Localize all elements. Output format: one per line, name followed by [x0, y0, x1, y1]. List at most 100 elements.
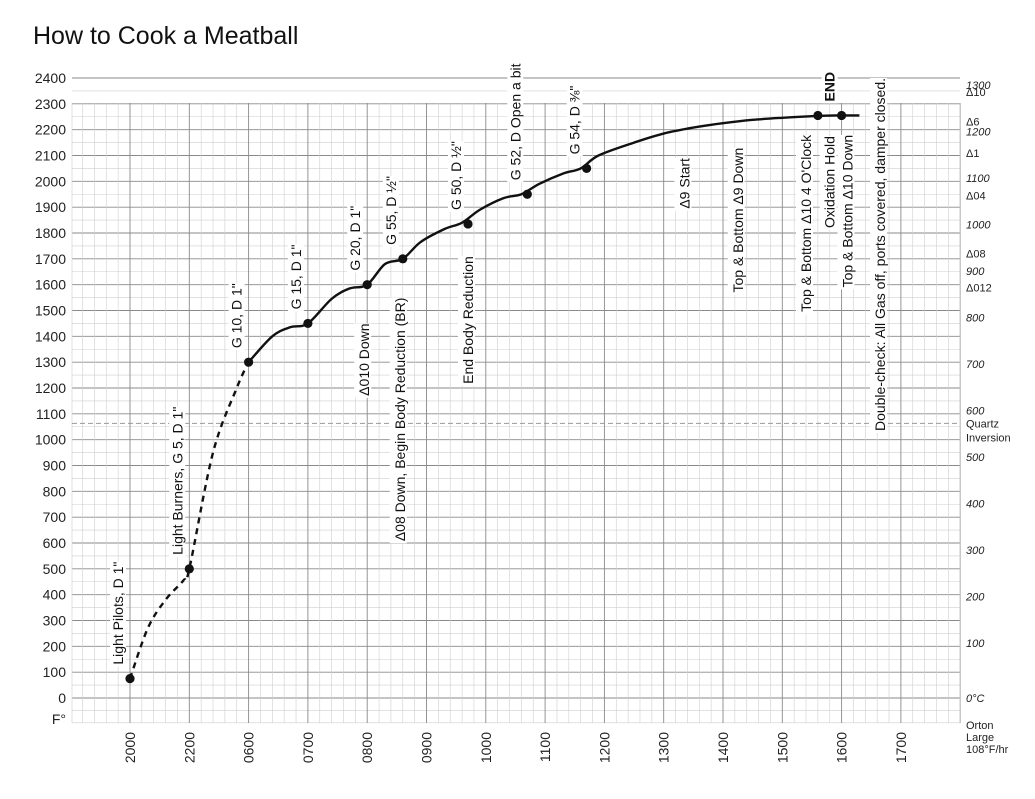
point-label-bg	[169, 406, 186, 557]
orton-note: Orton	[966, 720, 994, 732]
celsius-label: 600	[966, 406, 985, 418]
annotation-bg	[354, 323, 372, 398]
y-tick-label: 900	[43, 458, 67, 474]
data-point	[837, 110, 847, 121]
data-point	[362, 280, 372, 290]
point-label-bg	[821, 71, 838, 104]
celsius-label: 900	[966, 266, 985, 278]
y-tick-label: 1100	[36, 406, 66, 422]
y-tick-label: 1700	[35, 251, 66, 267]
celsius-label: 300	[966, 545, 985, 557]
quartz-inversion-label: Inversion	[966, 432, 1011, 444]
celsius-label: 1100	[966, 173, 991, 185]
data-points: Light Pilots, D 1" Light Burners, G 5, D …	[110, 63, 847, 684]
annotation-bg	[389, 297, 407, 544]
right-axis: Quartz Inversion 0°C 100 200 300 400 500 600 700 8…	[72, 80, 1011, 756]
celsius-label: 0°C	[966, 693, 985, 705]
x-tick-label: 1400	[715, 732, 731, 763]
y-tick-label: 200	[43, 638, 67, 654]
cone-label: Δ012	[966, 282, 992, 294]
celsius-label: 800	[966, 313, 985, 325]
annotation-bg	[727, 147, 745, 295]
chart-title: How to Cook a Meatball	[33, 22, 299, 50]
annotation-bg	[795, 134, 813, 315]
celsius-label: 1000	[966, 220, 991, 232]
y-tick-label: 400	[43, 587, 67, 603]
celsius-label: 700	[966, 359, 985, 371]
point-label: G 55, D ½"	[383, 176, 399, 245]
point-label-bg	[566, 85, 583, 157]
point-label: G 50, D ½"	[448, 141, 464, 210]
point-label: G 15, D 1"	[288, 244, 304, 309]
point-label-bg	[507, 63, 524, 183]
point-label-bg	[347, 205, 364, 273]
y-tick-label: 700	[43, 509, 67, 525]
data-point	[582, 163, 592, 174]
x-tick-label: 1000	[478, 732, 494, 763]
y-tick-label: 1300	[35, 354, 66, 370]
y-tick-label: 1200	[35, 380, 66, 396]
x-tick-label: 2000	[122, 732, 138, 763]
point-label: Light Burners, G 5, D 1"	[169, 407, 185, 555]
point-label: Light Pilots, D 1"	[110, 562, 126, 665]
x-tick-label: 1700	[893, 732, 909, 763]
cone-label: Δ1	[966, 148, 979, 160]
x-tick-label: 0700	[300, 732, 316, 763]
y-tick-label: 2300	[35, 96, 66, 112]
point-label: G 20, D 1"	[347, 206, 363, 271]
point-label-bg	[287, 244, 304, 312]
point-label: G 10, D 1"	[229, 283, 245, 348]
y-tick-label: 1600	[35, 277, 66, 293]
celsius-label: 500	[966, 452, 985, 464]
series-line	[247, 114, 860, 363]
axes: 0 100 200 300 400 500 600 700 800 900 1000 1100 1200…	[35, 70, 909, 763]
annotation-label: Top & Bottom Δ9 Down	[730, 148, 746, 293]
data-point	[463, 219, 473, 229]
data-point	[303, 318, 313, 329]
annotation-bg	[870, 78, 888, 434]
point-label-bg	[110, 561, 126, 667]
y-tick-label: 2400	[35, 70, 66, 86]
series-lines	[128, 114, 860, 680]
annotation-label: Δ010 Down	[356, 323, 372, 395]
point-label: G 52, D Open a bit	[507, 63, 523, 180]
y-tick-label: 1400	[35, 328, 66, 344]
annotation-bg	[674, 158, 692, 211]
orton-note: Large	[966, 732, 994, 744]
data-point	[522, 189, 532, 199]
x-tick-label: 1100	[537, 732, 553, 762]
annotation-label: Top & Bottom Δ10 4 O'Clock	[798, 134, 814, 312]
y-tick-label: 1900	[35, 199, 66, 215]
x-tick-label: 0600	[241, 732, 257, 763]
point-label-bg	[382, 176, 399, 247]
y-tick-label: 1500	[35, 303, 66, 319]
x-tick-label: 0800	[359, 732, 375, 763]
y-tick-label: 0	[58, 690, 66, 706]
x-tick-label: 1600	[834, 732, 850, 763]
y-tick-label: 2000	[35, 173, 66, 189]
annotation-label: Top & Bottom Δ10 Down	[839, 135, 855, 288]
celsius-label: 1300	[966, 80, 991, 92]
y-tick-label: 100	[43, 664, 67, 680]
x-tick-label: 1200	[596, 732, 612, 763]
cone-label: Δ6	[966, 116, 979, 128]
point-label: END	[822, 72, 838, 102]
data-point	[125, 674, 135, 684]
celsius-label: 400	[966, 499, 985, 511]
annotation-label: Oxidation Hold	[822, 136, 838, 228]
cone-label: Δ10	[966, 87, 986, 99]
x-tick-label: 1500	[774, 732, 790, 763]
y-tick-label: 600	[43, 535, 67, 551]
point-label: G 54, D ⅜"	[567, 86, 583, 155]
annotation-label: Δ9 Start	[676, 158, 692, 209]
data-point	[813, 110, 823, 121]
cone-label: Δ04	[966, 191, 986, 203]
quartz-inversion-label: Quartz	[966, 418, 999, 430]
celsius-label: 100	[966, 638, 985, 650]
annotations: Δ010 Down Δ08 Down, Begin Body Reduction …	[354, 78, 888, 544]
annotation-bg	[819, 136, 837, 230]
cone-label: Δ08	[966, 249, 986, 261]
x-tick-label: 2200	[181, 732, 197, 763]
y-tick-label: 2200	[35, 122, 66, 138]
